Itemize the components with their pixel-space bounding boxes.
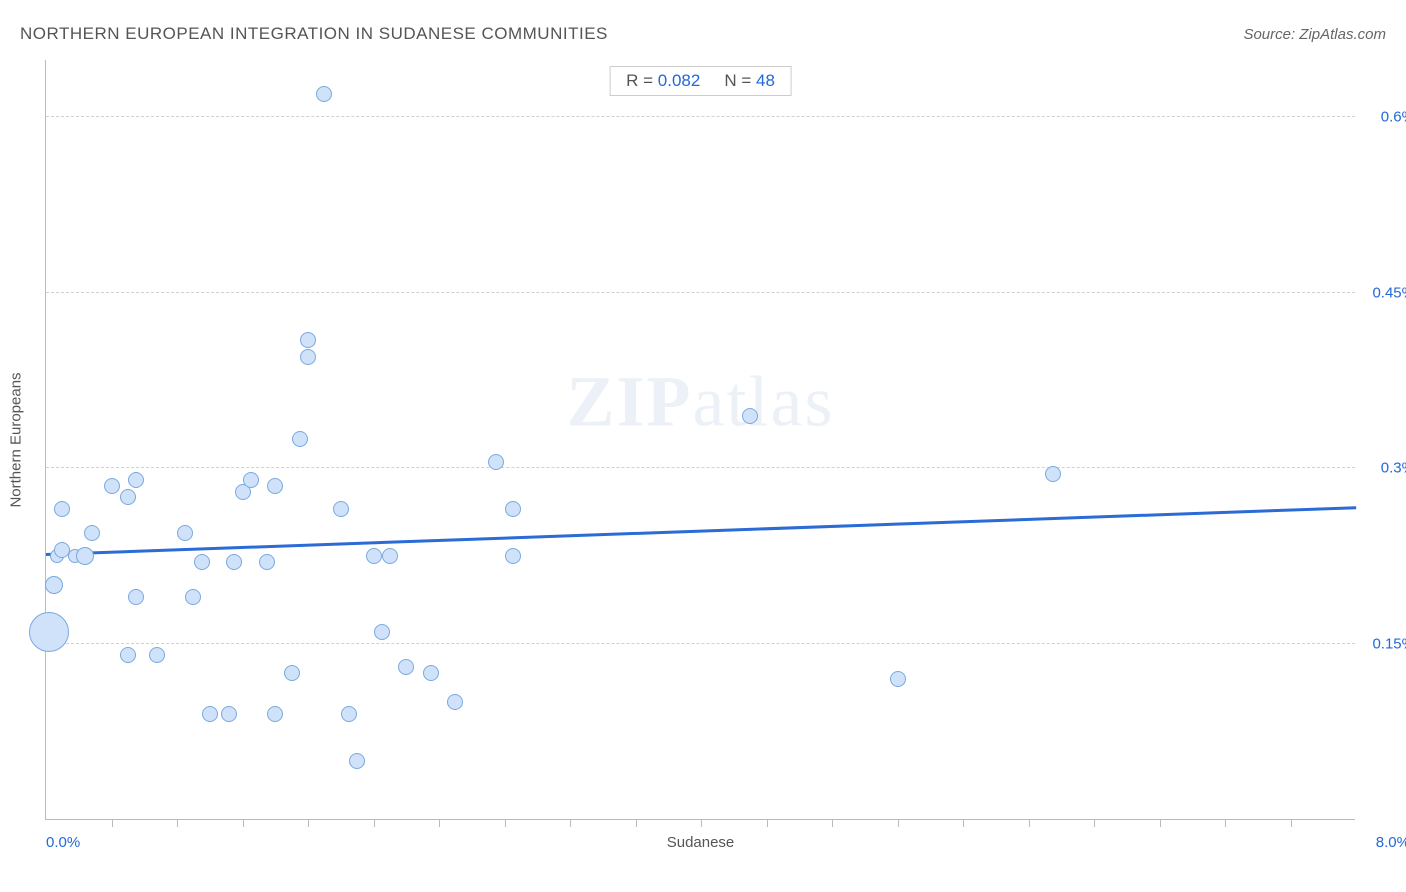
data-point — [128, 589, 144, 605]
data-point — [366, 548, 382, 564]
x-tick — [308, 819, 309, 827]
data-point — [259, 554, 275, 570]
data-point — [488, 454, 504, 470]
chart-header: NORTHERN EUROPEAN INTEGRATION IN SUDANES… — [20, 24, 1386, 44]
x-tick — [701, 819, 702, 827]
data-point — [221, 706, 237, 722]
y-tick-label: 0.6% — [1360, 109, 1406, 126]
data-point — [505, 501, 521, 517]
data-point — [890, 671, 906, 687]
data-point — [382, 548, 398, 564]
x-max-label: 8.0% — [1376, 834, 1406, 851]
x-tick — [439, 819, 440, 827]
data-point — [423, 665, 439, 681]
x-tick — [1029, 819, 1030, 827]
data-point — [202, 706, 218, 722]
data-point — [104, 478, 120, 494]
x-tick — [1291, 819, 1292, 827]
data-point — [29, 612, 69, 652]
x-min-label: 0.0% — [46, 834, 80, 851]
data-point — [742, 408, 758, 424]
trend-line — [46, 506, 1356, 556]
x-tick — [898, 819, 899, 827]
x-tick — [1225, 819, 1226, 827]
x-tick — [505, 819, 506, 827]
x-tick — [1160, 819, 1161, 827]
gridline — [46, 643, 1355, 644]
scatter-chart: ZIPatlas R = 0.082 N = 48 Northern Europ… — [45, 60, 1355, 820]
gridline — [46, 116, 1355, 117]
y-tick-label: 0.3% — [1360, 460, 1406, 477]
data-point — [333, 501, 349, 517]
data-point — [120, 489, 136, 505]
data-point — [316, 86, 332, 102]
data-point — [300, 349, 316, 365]
data-point — [54, 501, 70, 517]
data-point — [177, 525, 193, 541]
data-point — [149, 647, 165, 663]
data-point — [1045, 466, 1061, 482]
gridline — [46, 292, 1355, 293]
data-point — [76, 547, 94, 565]
data-point — [349, 753, 365, 769]
data-point — [398, 659, 414, 675]
y-axis-label: Northern Europeans — [8, 372, 25, 507]
data-point — [374, 624, 390, 640]
data-point — [45, 576, 63, 594]
x-tick — [963, 819, 964, 827]
x-tick — [177, 819, 178, 827]
watermark-text: ZIPatlas — [567, 360, 835, 443]
x-tick — [832, 819, 833, 827]
data-point — [267, 706, 283, 722]
x-axis-label: Sudanese — [667, 834, 735, 851]
data-point — [284, 665, 300, 681]
data-point — [267, 478, 283, 494]
x-tick — [767, 819, 768, 827]
data-point — [185, 589, 201, 605]
data-point — [120, 647, 136, 663]
stat-r: R = 0.082 — [626, 71, 700, 91]
data-point — [292, 431, 308, 447]
y-tick-label: 0.15% — [1360, 635, 1406, 652]
data-point — [128, 472, 144, 488]
data-point — [341, 706, 357, 722]
chart-source: Source: ZipAtlas.com — [1243, 26, 1386, 43]
x-tick — [570, 819, 571, 827]
data-point — [447, 694, 463, 710]
data-point — [84, 525, 100, 541]
x-tick — [112, 819, 113, 827]
x-tick — [243, 819, 244, 827]
gridline — [46, 467, 1355, 468]
chart-title: NORTHERN EUROPEAN INTEGRATION IN SUDANES… — [20, 24, 608, 44]
data-point — [194, 554, 210, 570]
y-tick-label: 0.45% — [1360, 284, 1406, 301]
data-point — [243, 472, 259, 488]
x-tick — [374, 819, 375, 827]
data-point — [505, 548, 521, 564]
stats-box: R = 0.082 N = 48 — [609, 66, 792, 96]
data-point — [226, 554, 242, 570]
stat-n: N = 48 — [724, 71, 775, 91]
x-tick — [636, 819, 637, 827]
data-point — [300, 332, 316, 348]
x-tick — [1094, 819, 1095, 827]
